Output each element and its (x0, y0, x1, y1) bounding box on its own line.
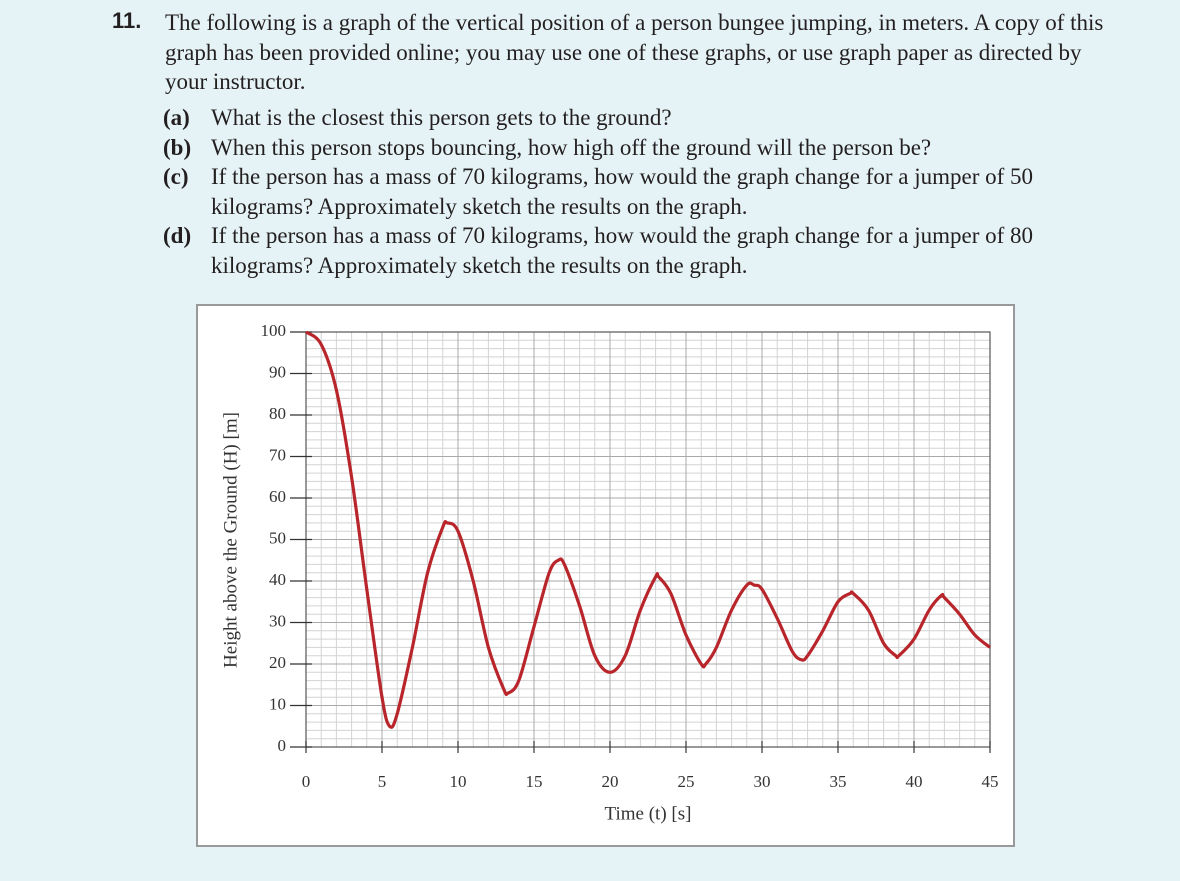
y-tick-label: 10 (269, 694, 286, 713)
part-text: What is the closest this person gets to … (211, 105, 672, 130)
part-label: (b) (163, 135, 192, 160)
part-text: If the person has a mass of 70 kilograms… (211, 164, 1034, 219)
part-label: (d) (163, 223, 192, 248)
part: (a) What is the closest this person gets … (163, 103, 1103, 133)
part-label: (a) (163, 105, 190, 130)
x-tick-label: 20 (602, 772, 619, 791)
x-tick-label: 0 (302, 772, 311, 791)
y-tick-label: 90 (269, 362, 286, 381)
y-tick-label: 80 (269, 404, 286, 423)
x-axis-label: Time (t) [s] (605, 803, 692, 824)
y-tick-label: 20 (269, 653, 286, 672)
x-tick-label: 15 (526, 772, 543, 791)
y-axis-label: Height above the Ground (H) [m] (220, 412, 241, 668)
y-tick-label: 70 (269, 445, 286, 464)
y-tick-label: 0 (278, 736, 287, 755)
axes: 0 5 10 15 20 25 30 35 40 45 0 10 20 30 40 50 60 70 80 90 100 (261, 321, 999, 791)
part-text: When this person stops bouncing, how hig… (211, 135, 932, 160)
x-tick-label: 40 (906, 772, 923, 791)
x-tick-label: 30 (754, 772, 771, 791)
problem-number: 11. (112, 8, 142, 33)
y-tick-label: 30 (269, 611, 286, 630)
x-tick-label: 10 (450, 772, 467, 791)
problem-text: The following is a graph of the vertical… (165, 10, 1104, 94)
part-text: If the person has a mass of 70 kilograms… (211, 223, 1034, 278)
part: (d) If the person has a mass of 70 kilogr… (163, 221, 1103, 280)
y-tick-label: 50 (269, 528, 286, 547)
x-tick-label: 45 (982, 772, 999, 791)
y-tick-label: 60 (269, 487, 286, 506)
part-label: (c) (163, 164, 189, 189)
x-tick-label: 5 (378, 772, 387, 791)
x-tick-label: 35 (830, 772, 847, 791)
data-line (304, 330, 992, 729)
y-tick-label: 100 (261, 321, 287, 340)
chart-frame (196, 304, 1015, 847)
part: (c) If the person has a mass of 70 kilogr… (163, 162, 1103, 221)
part: (b) When this person stops bouncing, how … (163, 133, 1103, 163)
y-tick-label: 40 (269, 570, 286, 589)
x-tick-label: 25 (678, 772, 695, 791)
